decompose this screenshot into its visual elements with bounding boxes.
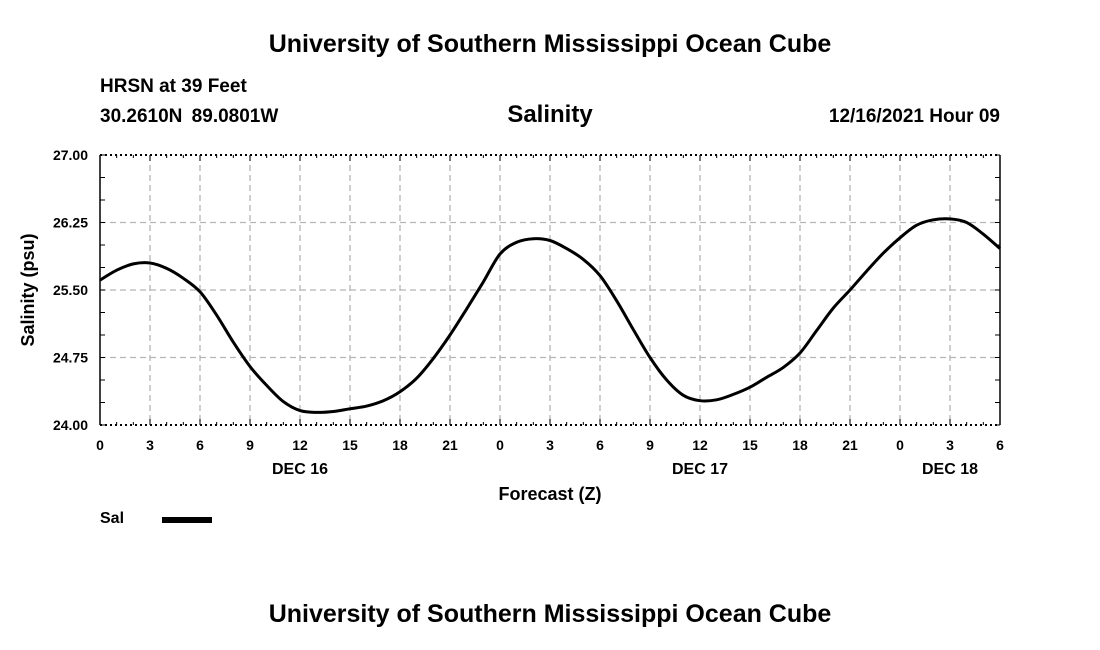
- x-tick-label: 12: [292, 437, 308, 453]
- y-tick-label: 26.25: [53, 215, 88, 231]
- y-tick-label: 25.50: [53, 282, 88, 298]
- x-tick-label: 15: [342, 437, 358, 453]
- forecast-datetime: 12/16/2021 Hour 09: [828, 106, 1000, 127]
- x-tick-label: 21: [842, 437, 858, 453]
- legend-line-swatch: [162, 517, 212, 523]
- x-tick-label: 6: [596, 437, 604, 453]
- y-tick-label: 24.75: [53, 350, 88, 366]
- page-title: University of Southern Mississippi Ocean…: [268, 30, 832, 58]
- date-label: DEC 18: [922, 461, 978, 478]
- x-tick-label: 9: [646, 437, 654, 453]
- x-tick-label: 6: [996, 437, 1004, 453]
- x-tick-label: 0: [496, 437, 504, 453]
- y-tick-label: 24.00: [53, 417, 88, 433]
- x-tick-label: 3: [946, 437, 954, 453]
- chart-title: Salinity: [507, 101, 593, 128]
- x-tick-label: 0: [96, 437, 104, 453]
- x-tick-label: 3: [146, 437, 154, 453]
- x-tick-label: 12: [692, 437, 708, 453]
- x-tick-label: 3: [546, 437, 554, 453]
- date-label: DEC 17: [672, 461, 728, 478]
- footer-title: University of Southern Mississippi Ocean…: [268, 600, 832, 628]
- station-label: HRSN at 39 Feet: [100, 76, 247, 97]
- coordinates-label: 30.2610N 89.0801W: [100, 106, 279, 127]
- x-axis-title: Forecast (Z): [498, 484, 601, 504]
- x-tick-label: 21: [442, 437, 458, 453]
- x-tick-label: 15: [742, 437, 758, 453]
- salinity-series-line: [99, 217, 1001, 414]
- x-tick-label: 6: [196, 437, 204, 453]
- x-tick-label: 18: [392, 437, 408, 453]
- x-tick-label: 9: [246, 437, 254, 453]
- x-tick-label: 18: [792, 437, 808, 453]
- date-label: DEC 16: [272, 461, 328, 478]
- x-tick-label: 0: [896, 437, 904, 453]
- legend-label: Sal: [100, 510, 125, 527]
- y-tick-label: 27.00: [53, 147, 88, 163]
- y-axis-title: Salinity (psu): [18, 233, 38, 346]
